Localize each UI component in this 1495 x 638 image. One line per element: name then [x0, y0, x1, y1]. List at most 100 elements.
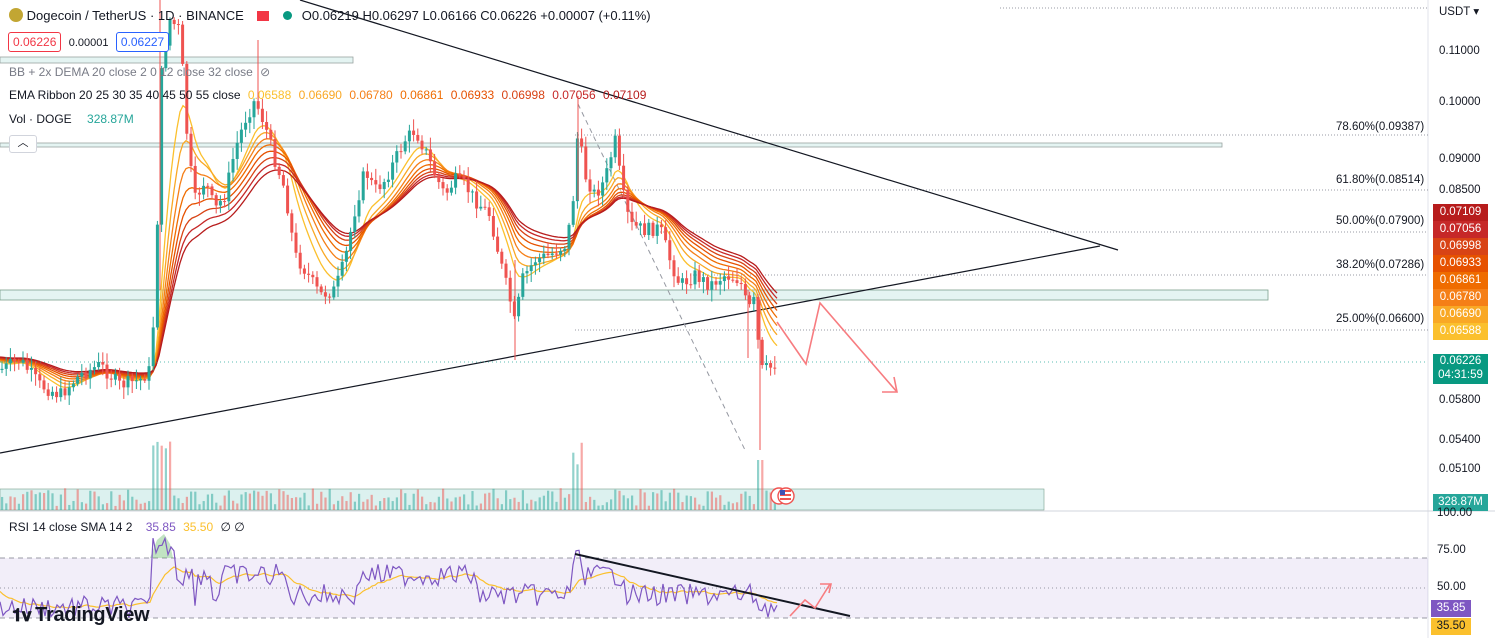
tradingview-logo[interactable]: 𝟏𝐯 TradingView — [12, 604, 150, 627]
volume-bar — [400, 489, 403, 510]
sell-price-button[interactable]: 0.06226 — [8, 32, 62, 52]
ema-legend-label: EMA Ribbon 20 25 30 35 40 45 50 55 close — [9, 88, 241, 102]
candle-body — [769, 363, 773, 368]
symbol-title[interactable]: Dogecoin / TetherUS · 1D · BINANCE — [26, 8, 244, 23]
volume-bar — [97, 496, 100, 510]
volume-bar — [177, 498, 180, 510]
current-price-value: 0.06226 — [1439, 355, 1482, 367]
volume-bar — [639, 489, 642, 510]
candle-body — [4, 363, 8, 369]
candle-body — [223, 201, 227, 203]
volume-bar — [110, 491, 113, 510]
market-status-icon[interactable] — [283, 11, 293, 20]
volume-legend[interactable]: Vol · DOGE 328.87M — [9, 112, 138, 126]
bb-legend[interactable]: BB + 2x DEMA 20 close 2 0 12 close 32 cl… — [9, 65, 274, 79]
candle-body — [739, 283, 743, 285]
buy-price-button[interactable]: 0.06227 — [115, 32, 170, 52]
resistance-zone-top — [0, 56, 354, 64]
volume-bar — [433, 502, 436, 510]
volume-bar — [295, 497, 298, 510]
volume-bar — [282, 491, 285, 510]
rsi-trend-line — [574, 553, 851, 617]
candle-body — [80, 372, 84, 377]
volume-bar — [85, 503, 88, 510]
currency-selector[interactable]: USDT ▾ — [1439, 4, 1479, 18]
volume-bar — [576, 464, 579, 510]
candle-body — [357, 200, 361, 217]
candle-body — [559, 251, 563, 255]
ema-value: 0.06780 — [349, 88, 393, 102]
volume-bar — [635, 505, 638, 510]
candle-body — [105, 364, 109, 379]
spread-value: 0.00001 — [68, 37, 109, 49]
volume-bar — [538, 497, 541, 510]
volume-bar — [232, 500, 235, 510]
candle-body — [588, 179, 592, 192]
volume-bar — [425, 504, 428, 510]
candle-body — [55, 391, 59, 398]
volume-bar — [563, 497, 566, 510]
volume-bars — [1, 441, 776, 510]
volume-bar — [660, 490, 663, 510]
candle-body — [462, 175, 466, 179]
candle-body — [517, 296, 521, 317]
red-flag-icon[interactable] — [257, 11, 270, 21]
volume-bar — [488, 492, 491, 510]
candle-body — [38, 374, 42, 381]
candle-body — [361, 171, 365, 201]
candle-body — [491, 216, 495, 237]
volume-bar — [278, 489, 281, 510]
volume-bar — [311, 488, 314, 510]
volume-bar — [89, 490, 92, 510]
volume-bar — [656, 493, 659, 510]
candle-body — [685, 278, 689, 285]
candle-body — [193, 165, 197, 193]
volume-bar — [513, 497, 516, 510]
volume-bar — [244, 492, 247, 510]
candle-body — [697, 270, 701, 282]
candle-body — [592, 189, 596, 192]
symbol-row: Dogecoin / TetherUS · 1D · BINANCE O0.06… — [9, 8, 651, 23]
volume-bar — [127, 489, 130, 510]
candle-body — [643, 223, 647, 236]
candle-body — [97, 362, 101, 368]
eye-hidden-icon[interactable]: ⊘ — [260, 65, 271, 79]
volume-bar — [13, 497, 16, 510]
candle-body — [756, 297, 760, 340]
candle-body — [655, 224, 659, 236]
ema-ribbon — [0, 104, 778, 389]
volume-bar — [379, 501, 382, 510]
candle-body — [160, 68, 164, 225]
volume-bar — [769, 492, 772, 510]
volume-bar — [463, 494, 466, 510]
ema-legend[interactable]: EMA Ribbon 20 25 30 35 40 45 50 55 close… — [9, 88, 650, 102]
volume-bar — [618, 490, 621, 510]
volume-bar — [605, 502, 608, 510]
candle-body — [706, 277, 710, 290]
candle-body — [181, 24, 185, 64]
candle-body — [248, 117, 252, 123]
candle-body — [302, 268, 306, 274]
volume-bar — [610, 499, 613, 510]
chevron-up-icon: ︿ — [17, 137, 29, 149]
ema-value: 0.07109 — [603, 88, 647, 102]
candle-body — [252, 101, 256, 118]
candle-body — [647, 222, 651, 236]
candle-body — [609, 157, 613, 169]
fib-label: 50.00%(0.07900) — [1336, 215, 1425, 227]
volume-bar — [580, 442, 583, 510]
candle-body — [202, 185, 206, 195]
rsi-legend[interactable]: RSI 14 close SMA 14 2 35.85 35.50 ∅ ∅ — [9, 520, 249, 534]
candle-body — [554, 253, 558, 255]
candle-body — [29, 367, 33, 370]
volume-bar — [706, 491, 709, 510]
candle-body — [168, 19, 172, 46]
collapse-legend-button[interactable]: ︿ — [9, 135, 37, 153]
candle-body — [512, 301, 516, 317]
volume-bar — [299, 497, 302, 510]
volume-bar — [307, 505, 310, 510]
volume-bar — [547, 490, 550, 510]
rsi-tick: 100.00 — [1437, 507, 1473, 519]
candle-body — [8, 358, 12, 364]
